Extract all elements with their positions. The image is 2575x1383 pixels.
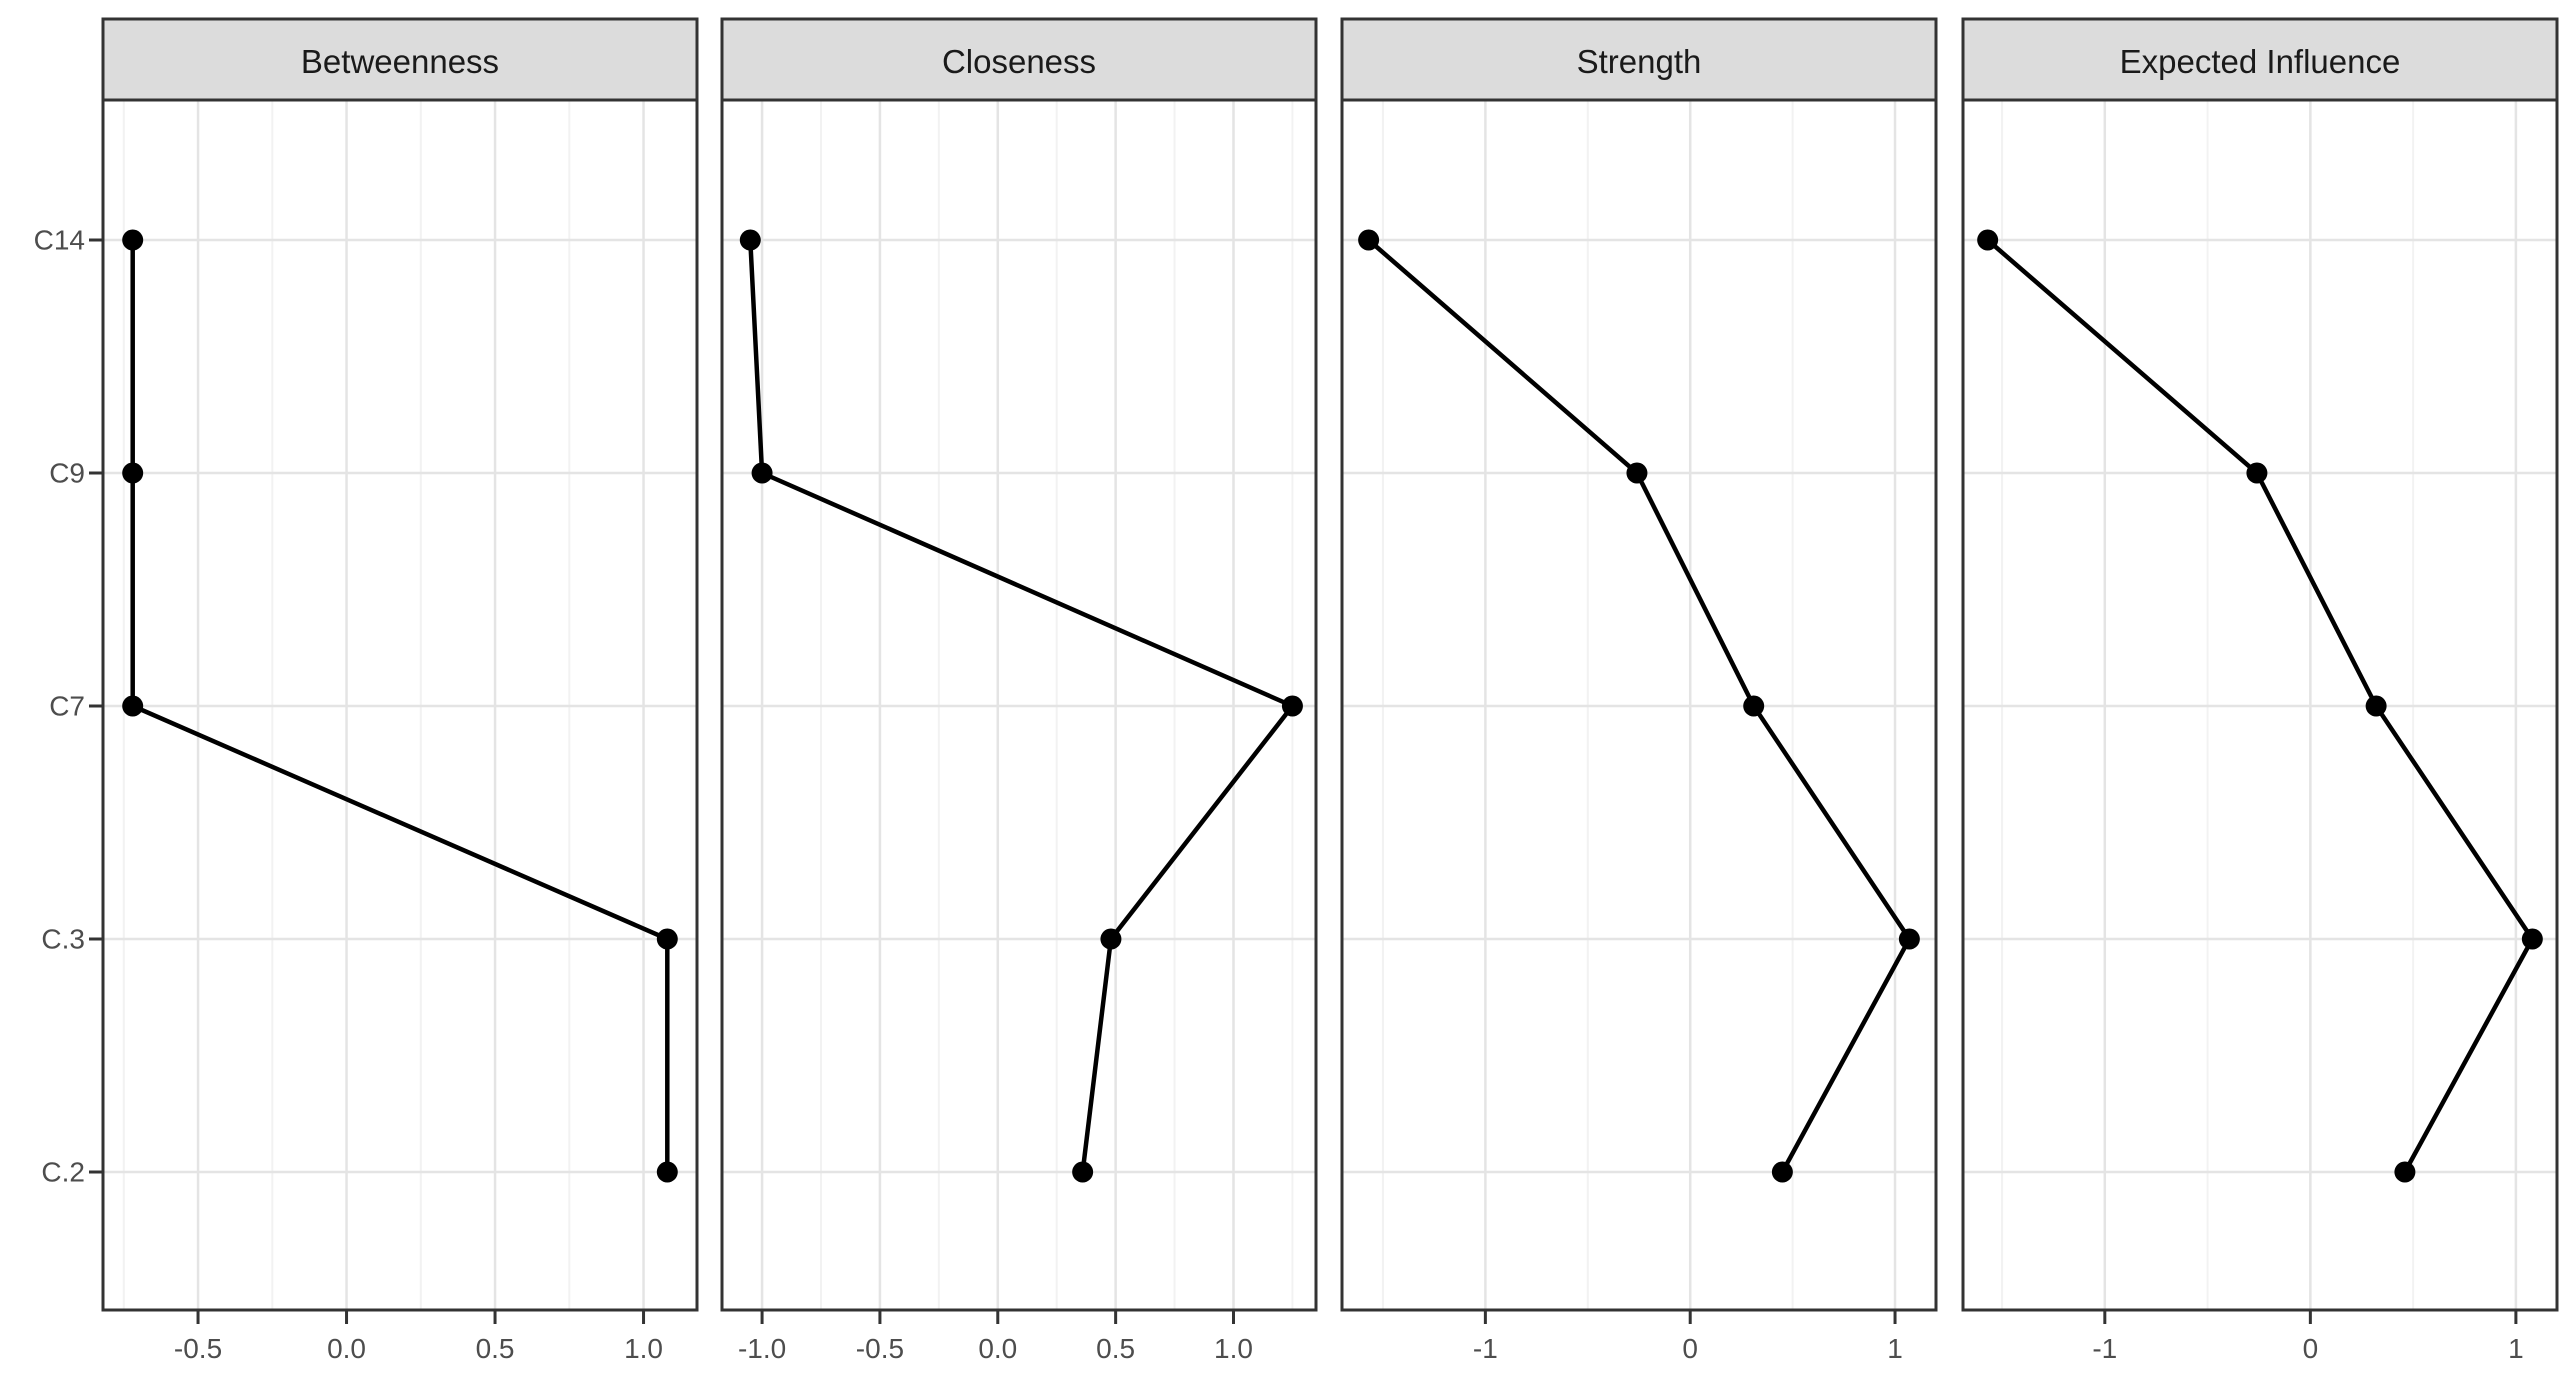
y-axis-label: C.3 (41, 924, 85, 955)
panel-betweenness: Betweenness -0.5 0.0 0.5 1.0 (101, 17, 699, 1364)
facet-strip-title: Expected Influence (2120, 43, 2401, 80)
data-point-C7 (1743, 695, 1765, 717)
panel-strength: Strength -1 0 1 (1340, 17, 1938, 1364)
data-point-C.3 (2521, 928, 2543, 950)
x-axis-label: -1 (2092, 1333, 2117, 1364)
facet-strip-title: Strength (1577, 43, 1702, 80)
data-point-C7 (122, 695, 144, 717)
data-point-C7 (1281, 695, 1303, 717)
x-axis-label: 1.0 (1214, 1333, 1253, 1364)
data-point-C7 (2365, 695, 2387, 717)
panel-expected-influence: Expected Influence -1 0 1 (1961, 17, 2559, 1364)
x-axis-label: -0.5 (174, 1333, 222, 1364)
x-axis-label: -0.5 (856, 1333, 904, 1364)
data-point-C9 (2246, 462, 2268, 484)
x-axis-label: 1 (2508, 1333, 2524, 1364)
x-axis-label: 0.5 (476, 1333, 515, 1364)
data-point-C.3 (1898, 928, 1920, 950)
x-axis-label: 0.5 (1096, 1333, 1135, 1364)
facet-strip (720, 17, 1318, 102)
data-point-C.3 (1100, 928, 1122, 950)
x-axis-label: -1 (1473, 1333, 1498, 1364)
y-axis-label: C9 (49, 458, 85, 489)
x-axis-label: 0 (1682, 1333, 1698, 1364)
x-axis-label: 1 (1887, 1333, 1903, 1364)
x-axis-label: 0.0 (978, 1333, 1017, 1364)
x-axis-label: -1.0 (738, 1333, 786, 1364)
x-axis-label: 0 (2303, 1333, 2319, 1364)
facet-strip (1961, 17, 2559, 102)
data-point-C.2 (1072, 1161, 1094, 1183)
y-axis-label: C.2 (41, 1157, 85, 1188)
x-axis-label: 1.0 (624, 1333, 663, 1364)
data-point-C.2 (1771, 1161, 1793, 1183)
y-axis-label: C14 (34, 225, 85, 256)
x-axis-label: 0.0 (327, 1333, 366, 1364)
facet-strip (101, 17, 699, 102)
data-point-C14 (739, 229, 761, 251)
data-point-C9 (1626, 462, 1648, 484)
data-point-C14 (122, 229, 144, 251)
data-point-C.3 (656, 928, 678, 950)
data-point-C14 (1358, 229, 1380, 251)
data-point-C9 (751, 462, 773, 484)
facet-strip-title: Closeness (942, 43, 1096, 80)
facet-strip (1340, 17, 1938, 102)
data-point-C14 (1977, 229, 1999, 251)
data-point-C.2 (2394, 1161, 2416, 1183)
y-axis-label: C7 (49, 691, 85, 722)
data-point-C9 (122, 462, 144, 484)
facet-strip-title: Betweenness (301, 43, 499, 80)
data-point-C.2 (656, 1161, 678, 1183)
panel-closeness: Closeness -1.0 -0.5 0.0 0.5 1.0 (720, 17, 1318, 1364)
